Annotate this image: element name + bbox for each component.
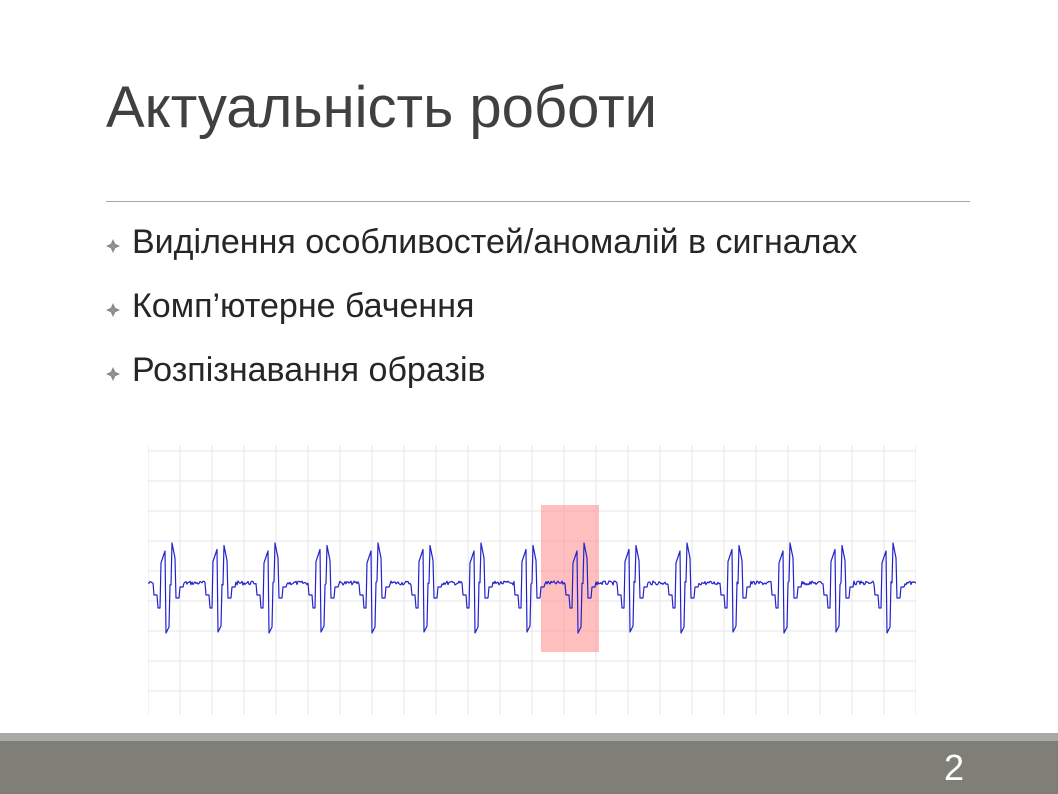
footer-bar: 2 (0, 741, 1058, 794)
bullet-item: Виділення особливостей/аномалій в сигнал… (106, 220, 857, 265)
diamond-bullet-icon (106, 302, 120, 317)
bullet-text: Виділення особливостей/аномалій в сигнал… (132, 223, 858, 261)
ecg-signal-line (148, 542, 916, 634)
bullet-text: Розпізнавання образів (132, 351, 486, 389)
slide-number: 2 (943, 747, 964, 788)
anomaly-highlight (541, 505, 599, 652)
diamond-bullet-icon (106, 366, 120, 381)
bullet-list: Виділення особливостей/аномалій в сигнал… (106, 220, 857, 412)
diamond-bullet-icon (106, 238, 120, 253)
title-divider (106, 201, 970, 202)
footer-stripe (0, 733, 1058, 741)
ecg-signal-image (148, 445, 916, 715)
slide-title: Актуальність роботи (106, 75, 658, 140)
bullet-text: Комп’ютерне бачення (132, 287, 475, 325)
bullet-item: Комп’ютерне бачення (106, 284, 857, 329)
bullet-item: Розпізнавання образів (106, 348, 857, 393)
